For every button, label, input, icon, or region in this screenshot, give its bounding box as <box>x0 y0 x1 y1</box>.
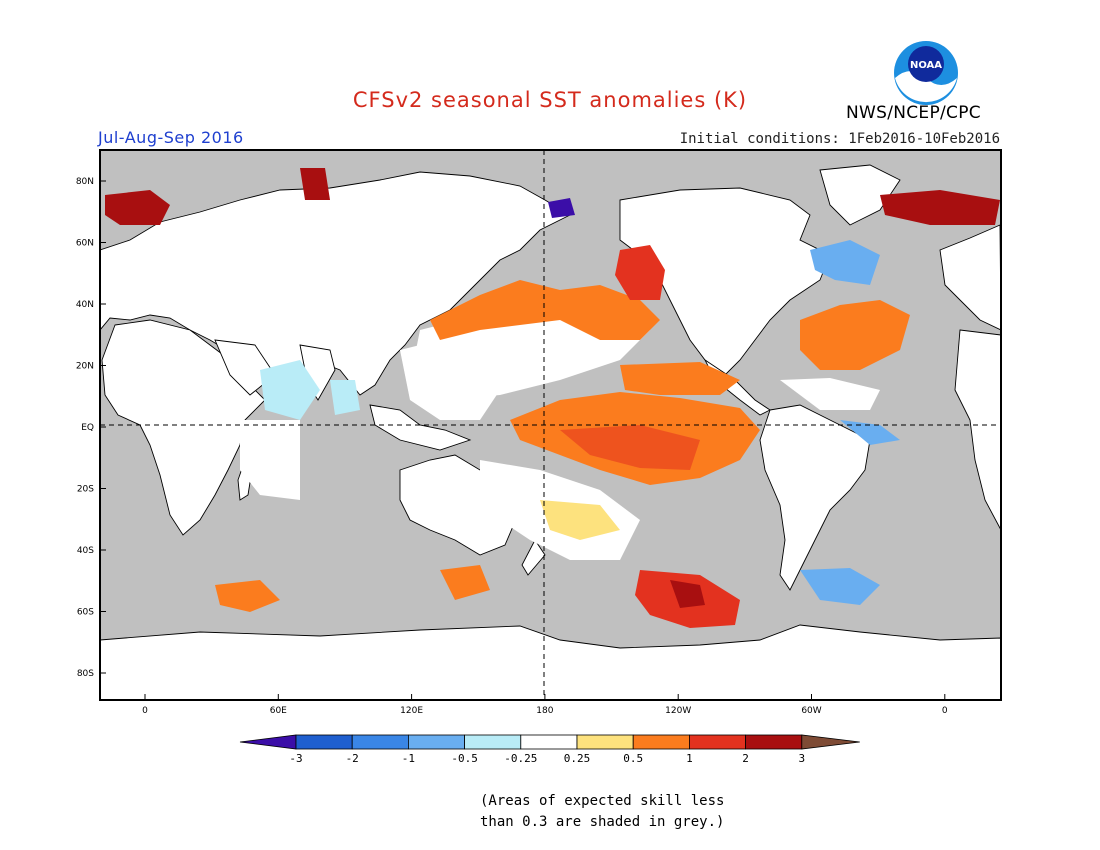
anomaly-arctic-dark <box>300 168 330 200</box>
anomaly-maritime-white <box>400 340 500 420</box>
anomaly-south-indian-warm-2 <box>440 565 490 600</box>
anomaly-eq-atlantic-cool <box>840 420 900 445</box>
colorbar-tick-label: 0.25 <box>564 752 591 765</box>
colorbar-cell <box>632 734 690 750</box>
colorbar-tick-label: -2 <box>346 752 359 765</box>
initial-conditions: Initial conditions: 1Feb2016-10Feb2016 <box>679 131 1000 147</box>
land-south-america <box>759 404 871 591</box>
colorbar-tick-label: -1 <box>402 752 415 765</box>
colorbar-tick-label: -0.5 <box>451 752 478 765</box>
land-africa-east-edge <box>954 329 1001 531</box>
colorbar-cell <box>295 734 353 750</box>
sst-anomaly-shading <box>105 168 1000 628</box>
noaa-logo-icon: NOAA <box>894 41 958 105</box>
anomaly-arabian-sea-cool <box>260 360 320 420</box>
land-africa <box>101 319 266 536</box>
anomaly-arctic-cold <box>548 198 575 218</box>
land-europe-east-edge <box>939 224 1001 331</box>
longitude-axis: 0 60E 120E 180 120W 60W 0 <box>142 694 948 716</box>
lon-label: 0 <box>942 706 948 716</box>
lon-label: 120E <box>400 706 423 716</box>
anomaly-gulf-of-alaska <box>615 245 665 300</box>
lat-label: 60S <box>77 608 94 618</box>
anomaly-south-pacific-yellow <box>540 500 620 540</box>
agency-label: NWS/NCEP/CPC <box>846 103 981 123</box>
lat-label: 80N <box>76 177 94 187</box>
lat-label: 20N <box>76 362 94 372</box>
colorbar-cell <box>689 734 747 750</box>
colorbar-tick-label: 2 <box>742 752 749 765</box>
lon-label: 0 <box>142 706 148 716</box>
colorbar-tick-label: 1 <box>686 752 693 765</box>
land-indonesia <box>369 404 472 451</box>
footnote: (Areas of expected skill less than 0.3 a… <box>480 791 724 833</box>
anomaly-north-atlantic-cool <box>810 240 880 285</box>
lon-label: 180 <box>536 706 553 716</box>
colorbar-tick-label: 0.5 <box>623 752 643 765</box>
colorbar-tick-label: -3 <box>289 752 302 765</box>
lat-label: 80S <box>77 669 94 679</box>
lat-label: 40S <box>77 546 94 556</box>
anomaly-north-atlantic-warm <box>800 300 910 370</box>
footnote-line-2: than 0.3 are shaded in grey.) <box>480 814 725 830</box>
anomaly-north-pacific-warm <box>430 280 660 340</box>
lon-label: 120W <box>665 706 691 716</box>
forecast-period: Jul-Aug-Sep 2016 <box>98 128 244 147</box>
anomaly-southern-ocean-deep <box>670 580 705 608</box>
anomaly-bay-bengal <box>330 380 360 415</box>
lat-label: EQ <box>81 423 94 433</box>
anomaly-barents-warm <box>105 190 170 225</box>
colorbar-tick-label: -0.25 <box>504 752 537 765</box>
anomaly-tropical-atlantic <box>780 378 880 410</box>
lon-label: 60W <box>801 706 821 716</box>
logo-text: NOAA <box>910 60 942 71</box>
anomaly-south-atlantic-cool <box>800 568 880 605</box>
land-antarctica <box>100 624 1001 700</box>
sst-anomaly-map: 80N 60N 40N 20N EQ 20S 40S 60S 80S 0 60E 120E 180 12… <box>76 149 1002 716</box>
anomaly-barents-warm-right <box>880 190 1000 225</box>
colorbar-cell <box>520 734 578 750</box>
lat-label: 20S <box>77 485 94 495</box>
lat-label: 40N <box>76 300 94 310</box>
lon-label: 60E <box>270 706 287 716</box>
land-new-zealand <box>521 539 546 576</box>
colorbar-tick-label: 3 <box>798 752 805 765</box>
colorbar-cell <box>464 734 522 750</box>
lat-label: 60N <box>76 239 94 249</box>
colorbar-left-arrow <box>239 734 297 750</box>
colorbar-cell <box>351 734 409 750</box>
map-frame <box>99 149 1002 701</box>
colorbar-cell <box>745 734 803 750</box>
anomaly-enso-warm-core <box>560 425 700 470</box>
footnote-line-1: (Areas of expected skill less <box>480 793 725 809</box>
latitude-axis: 80N 60N 40N 20N EQ 20S 40S 60S 80S <box>76 177 106 679</box>
anomaly-south-indian-warm <box>215 580 280 612</box>
colorbar-cell <box>576 734 634 750</box>
anomaly-indian-ocean-white <box>240 420 300 500</box>
anomaly-ne-pacific <box>620 362 740 395</box>
colorbar-cell <box>407 734 465 750</box>
land-greenland <box>819 164 901 226</box>
chart-title: CFSv2 seasonal SST anomalies (K) <box>352 88 748 112</box>
colorbar-right-arrow <box>801 734 860 750</box>
